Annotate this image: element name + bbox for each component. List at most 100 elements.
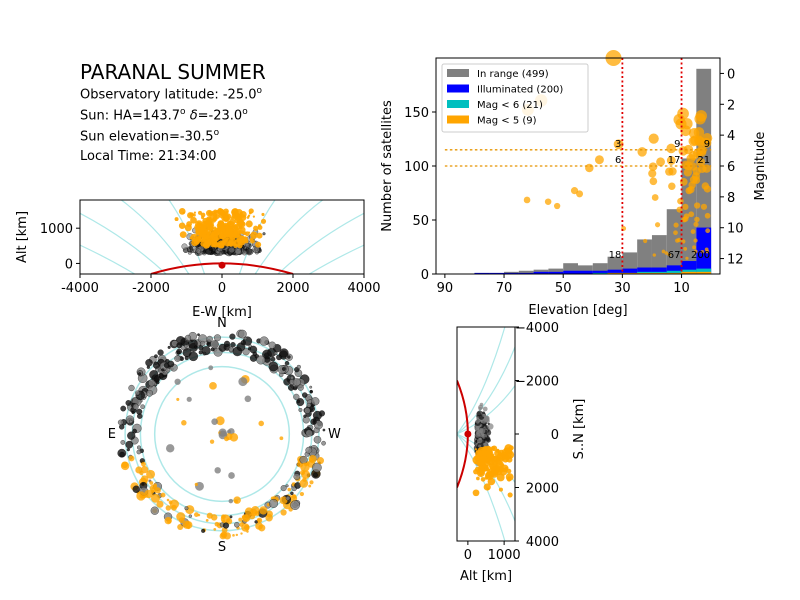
ew-ytick-label: 1000 (40, 222, 73, 237)
sky-satellite-point (281, 367, 286, 371)
magnitude-point (652, 253, 657, 257)
ns-satellite-point (475, 432, 481, 438)
sky-satellite-point (152, 361, 160, 369)
degree-sup: o (256, 86, 263, 96)
ew-xtick-label: -4000 (61, 281, 99, 296)
sky-satellite-point (251, 506, 260, 515)
magnitude-point (661, 249, 666, 254)
sky-satellite-point (200, 340, 206, 347)
sky-satellite-point (184, 506, 189, 511)
sky-satellite-point (244, 395, 252, 403)
sky-satellite-point (239, 522, 244, 527)
hist-bar-3 (696, 271, 712, 274)
magnitude-point (570, 187, 579, 195)
sky-satellite-point (270, 356, 276, 362)
ew-illuminated-point (248, 231, 251, 234)
hist-bar-0 (504, 271, 519, 274)
mag-ytick-label: 12 (727, 253, 744, 268)
sky-satellite-point (299, 479, 309, 488)
ew-ring-curve (80, 244, 136, 274)
sky-satellite-point (125, 440, 134, 449)
sky-satellite-point (140, 404, 145, 409)
hist-ytick-label: 150 (404, 106, 429, 121)
ew-illuminated-point (255, 241, 262, 248)
hist-bar-3 (681, 271, 697, 274)
sky-satellite-point (280, 509, 287, 516)
sky-satellite-point (223, 340, 231, 347)
ns-ring-curve (457, 345, 515, 435)
mag-ylabel: Magnitude (753, 132, 768, 201)
ns-ring-curve (457, 327, 506, 435)
ew-illuminated-point (218, 242, 225, 249)
ew-illuminated-point (261, 212, 265, 216)
sky-satellite-point (235, 533, 239, 537)
hist-bar-1 (666, 265, 682, 274)
magnitude-point (651, 194, 659, 201)
sky-satellite-point (299, 455, 308, 464)
ew-illuminated-point (220, 225, 225, 230)
ew-illuminated-point (242, 236, 248, 243)
hist-xtick-label: 30 (614, 281, 631, 296)
hist-annotation: 9 (704, 139, 710, 150)
sky-satellite-point (268, 361, 279, 372)
ns-sun-marker (464, 430, 472, 438)
legend-label: Mag < 5 (9) (477, 116, 537, 127)
sky-satellite-point (161, 368, 165, 372)
sky-satellite-point (234, 499, 238, 504)
ns-satellite-point (479, 428, 486, 434)
sky-satellite-point (149, 481, 154, 485)
sky-satellite-point (308, 484, 312, 488)
sky-satellite-point (165, 367, 171, 373)
magnitude-point (696, 157, 706, 167)
sky-satellite-point (290, 491, 294, 496)
ns-illuminated-point (474, 461, 477, 464)
sky-satellite-point (197, 333, 200, 337)
magnitude-point (676, 237, 682, 243)
sky-satellite-point (313, 435, 322, 444)
sky-satellite-point (209, 381, 217, 390)
ew-illuminated-point (228, 237, 237, 245)
mag-ytick-label: 8 (727, 191, 735, 206)
ns-illuminated-point (477, 465, 485, 472)
hist-xtick-label: 90 (437, 281, 454, 296)
sky-satellite-point (126, 448, 130, 452)
sky-satellite-point (164, 516, 172, 525)
hist-annotation: 6 (615, 155, 621, 166)
sky-satellite-point (287, 487, 292, 492)
ew-ring-curve (277, 212, 364, 274)
sky-satellite-point (171, 504, 177, 511)
ew-illuminated-point (239, 221, 246, 228)
sky-satellite-point (178, 517, 185, 524)
hist-annotation: 17 (668, 155, 681, 166)
ns-ytick-label: −4000 (515, 321, 559, 336)
sky-satellite-point (132, 403, 139, 410)
ew-illuminated-point (249, 237, 254, 242)
sky-satellite-point (232, 534, 235, 537)
ns-ytick-label: −2000 (515, 375, 559, 390)
ew-illuminated-point (256, 232, 263, 239)
ew-illuminated-point (191, 238, 199, 247)
ew-illuminated-point (239, 226, 242, 230)
legend-label: In range (499) (477, 69, 549, 80)
sky-satellite-point (305, 446, 313, 454)
ew-illuminated-point (214, 233, 218, 237)
sky-satellite-point (297, 384, 304, 391)
magnitude-point (668, 182, 676, 190)
sky-satellite-point (249, 345, 258, 354)
sun-elev-value: Sun elevation=-30.5 (80, 129, 214, 145)
ew-illuminated-point (193, 211, 197, 214)
magnitude-point (585, 163, 594, 173)
magnitude-point (705, 228, 711, 234)
ns-illuminated-point (488, 454, 495, 460)
sky-satellite-point (176, 342, 183, 349)
mag-ytick-label: 10 (727, 222, 744, 237)
sky-satellite-point (213, 334, 221, 342)
ns-illuminated-point (485, 461, 491, 466)
hist-bar-1 (548, 271, 564, 274)
sky-satellite-point (188, 351, 199, 362)
sky-satellite-point (167, 345, 171, 349)
ew-xtick-label: 0 (218, 281, 226, 296)
ew-satellite-point (245, 243, 251, 248)
ew-ylabel: Alt [km] (15, 211, 30, 263)
